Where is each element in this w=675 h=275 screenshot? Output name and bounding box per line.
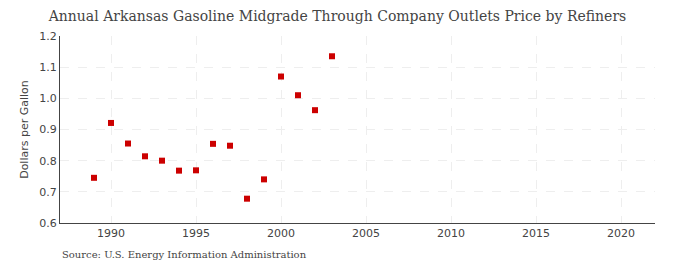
svg-text:Source: U.S. Energy Informatio: Source: U.S. Energy Information Administ…	[62, 249, 307, 260]
svg-text:2015: 2015	[522, 227, 550, 240]
svg-text:1.2: 1.2	[39, 30, 57, 43]
svg-text:2010: 2010	[437, 227, 465, 240]
svg-text:Dollars per Gallon: Dollars per Gallon	[18, 80, 31, 179]
svg-text:0.8: 0.8	[39, 155, 57, 168]
svg-text:0.9: 0.9	[39, 123, 57, 136]
svg-text:1.0: 1.0	[39, 92, 57, 105]
svg-text:Annual Arkansas Gasoline Midgr: Annual Arkansas Gasoline Midgrade Throug…	[48, 8, 627, 24]
svg-text:0.7: 0.7	[39, 186, 57, 199]
svg-text:2000: 2000	[267, 227, 295, 240]
svg-text:2020: 2020	[607, 227, 635, 240]
svg-text:2005: 2005	[352, 227, 380, 240]
svg-text:1990: 1990	[97, 227, 125, 240]
svg-text:0.6: 0.6	[39, 217, 57, 230]
svg-text:1995: 1995	[182, 227, 210, 240]
svg-text:1.1: 1.1	[39, 61, 57, 74]
